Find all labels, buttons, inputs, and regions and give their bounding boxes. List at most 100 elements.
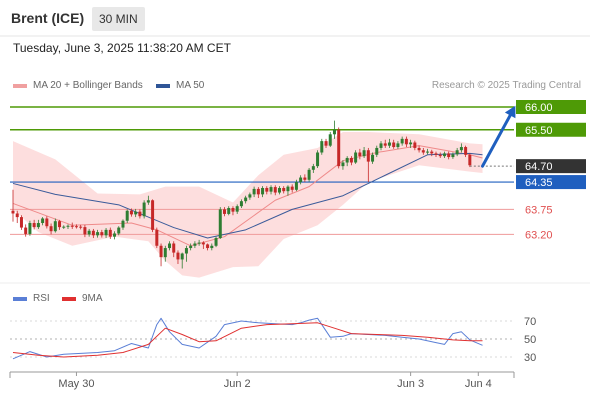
candle-body: [320, 141, 324, 153]
candle-57: [252, 186, 256, 198]
rsi-legend-label: RSI: [33, 293, 50, 304]
price-tag-65.50: 65.50: [525, 125, 553, 137]
candle-94: [409, 139, 413, 148]
candle-74: [324, 138, 328, 148]
candle-58: [256, 187, 260, 198]
candle-70: [307, 167, 311, 182]
candle-68: [299, 175, 303, 185]
candle-body: [53, 221, 57, 232]
candle-body: [201, 242, 205, 245]
price-tag-64.35: 64.35: [525, 177, 553, 189]
candle-105: [455, 147, 459, 157]
candle-body: [138, 211, 142, 217]
candle-65: [286, 185, 290, 196]
candle-69: [303, 174, 307, 183]
ma20-legend: MA 20 + Bollinger Bands: [13, 80, 143, 91]
price-tag-64.70: 64.70: [525, 161, 553, 173]
candle-39: [176, 250, 180, 264]
candle-body: [332, 129, 336, 135]
candle-body: [316, 152, 320, 167]
candle-53: [235, 204, 239, 214]
candle-body: [231, 208, 235, 212]
bollinger-band: [13, 132, 483, 278]
candle-11: [58, 219, 62, 230]
candle-body: [11, 210, 15, 214]
price-tag-bg-66.00: [516, 100, 586, 114]
candle-85: [371, 152, 375, 164]
ma9-legend: 9MA: [62, 293, 103, 304]
candle-88: [383, 139, 387, 148]
candle-77: [337, 127, 341, 169]
candle-body: [104, 229, 108, 236]
ma50-legend: MA 50: [156, 80, 204, 91]
candle-body: [62, 226, 66, 228]
candle-22: [104, 228, 108, 239]
candle-body: [129, 210, 133, 215]
candle-body: [100, 232, 104, 236]
candle-body: [15, 213, 19, 218]
candle-body: [379, 143, 383, 148]
candle-95: [413, 140, 417, 151]
candle-102: [442, 151, 446, 158]
candle-80: [349, 156, 353, 166]
candle-body: [155, 229, 159, 246]
candle-body: [19, 217, 23, 228]
candle-body: [159, 245, 163, 258]
candle-32: [146, 195, 150, 205]
candle-3: [24, 224, 28, 237]
candle-body: [206, 244, 210, 249]
candle-76: [332, 120, 336, 139]
candle-body: [214, 238, 218, 246]
candle-48: [214, 236, 218, 248]
candle-30: [138, 209, 142, 219]
ma50-swatch: [156, 83, 170, 88]
candle-20: [96, 229, 100, 238]
candle-body: [392, 142, 396, 148]
candle-body: [455, 150, 459, 155]
candle-body: [362, 150, 366, 157]
candle-body: [269, 187, 273, 192]
rsi-ma9-line: [12, 322, 483, 358]
candle-28: [129, 208, 133, 217]
candle-82: [358, 148, 362, 160]
candle-15: [74, 224, 78, 229]
candle-60: [265, 186, 269, 195]
candle-body: [404, 138, 408, 145]
candle-46: [206, 243, 210, 251]
candle-100: [434, 151, 438, 158]
candle-5: [32, 219, 36, 230]
candle-body: [184, 248, 188, 254]
candle-51: [227, 206, 231, 216]
candle-103: [447, 151, 451, 160]
candle-47: [210, 243, 214, 251]
interval-badge[interactable]: 30 MIN: [92, 7, 145, 31]
candle-26: [121, 219, 125, 230]
rsi-line: [12, 317, 483, 360]
price-tag-66.00: 66.00: [525, 102, 553, 114]
candle-17: [83, 224, 87, 238]
candle-body: [244, 197, 248, 202]
candle-97: [421, 147, 425, 155]
candle-91: [396, 141, 400, 149]
candle-body: [358, 152, 362, 157]
candle-body: [464, 147, 468, 155]
candle-10: [53, 218, 57, 233]
candle-body: [66, 225, 70, 227]
candle-19: [91, 228, 95, 239]
candle-79: [345, 156, 349, 167]
candle-body: [248, 194, 252, 198]
candle-40: [180, 252, 184, 269]
price-tag-63.20: 63.20: [525, 229, 553, 241]
x-tick-label-0: May 30: [58, 378, 94, 390]
candle-body: [409, 142, 413, 145]
price-tag-bg-65.50: [516, 122, 586, 137]
chart-header: Brent (ICE) 30 MIN: [0, 0, 590, 36]
x-tick-label-3: Jun 4: [465, 378, 492, 390]
candle-body: [239, 201, 243, 207]
rsi-tick-70: 70: [524, 316, 536, 328]
candle-body: [290, 186, 294, 190]
candle-body: [70, 225, 74, 227]
candle-49: [218, 207, 222, 239]
candle-99: [430, 149, 434, 157]
